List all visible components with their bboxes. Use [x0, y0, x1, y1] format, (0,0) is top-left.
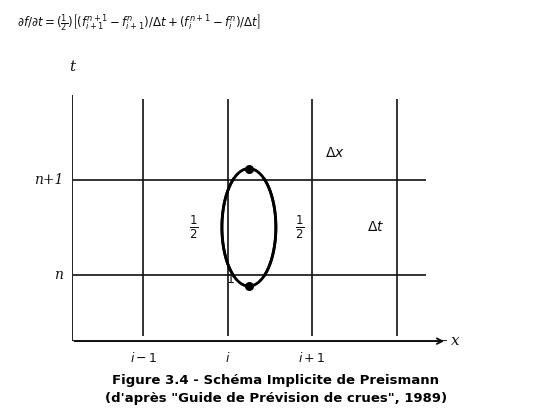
Text: Figure 3.4 - Schéma Implicite de Preismann: Figure 3.4 - Schéma Implicite de Preisma…: [113, 374, 439, 387]
Text: x: x: [452, 334, 460, 348]
Text: $\mathit{\frac{1}{2}}$: $\mathit{\frac{1}{2}}$: [189, 214, 199, 241]
Text: $i$: $i$: [225, 351, 231, 365]
Text: n+1: n+1: [34, 173, 63, 187]
Text: $\Delta t$: $\Delta t$: [367, 220, 384, 234]
Text: $1$: $1$: [226, 273, 235, 286]
Text: (d'après "Guide de Prévision de crues", 1989): (d'après "Guide de Prévision de crues", …: [105, 392, 447, 405]
Text: n: n: [55, 268, 63, 282]
Text: $\Delta x$: $\Delta x$: [325, 146, 344, 160]
Text: $\partial f/\partial t = (\frac{1}{2})\left[(f_{i+1}^{n+1} - f_{i+1}^{n})/\Delta: $\partial f/\partial t = (\frac{1}{2})\l…: [17, 12, 260, 34]
Text: $\mathit{\frac{1}{2}}$: $\mathit{\frac{1}{2}}$: [295, 214, 304, 241]
Text: $i-1$: $i-1$: [130, 351, 157, 365]
Text: t: t: [68, 60, 75, 74]
Text: $i+1$: $i+1$: [299, 351, 326, 365]
